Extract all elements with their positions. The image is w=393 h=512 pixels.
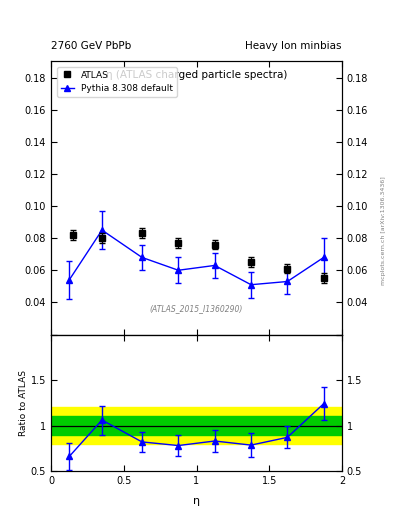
Y-axis label: Ratio to ATLAS: Ratio to ATLAS — [19, 370, 28, 436]
Text: η (ATLAS charged particle spectra): η (ATLAS charged particle spectra) — [106, 70, 287, 80]
Text: mcplots.cern.ch [arXiv:1306.3436]: mcplots.cern.ch [arXiv:1306.3436] — [381, 176, 386, 285]
Bar — [51, 408, 342, 444]
Bar — [51, 416, 342, 435]
Text: η: η — [193, 496, 200, 506]
Text: Heavy Ion minbias: Heavy Ion minbias — [245, 40, 342, 51]
Text: 2760 GeV PbPb: 2760 GeV PbPb — [51, 40, 131, 51]
Legend: ATLAS, Pythia 8.308 default: ATLAS, Pythia 8.308 default — [57, 67, 177, 97]
Text: (ATLAS_2015_I1360290): (ATLAS_2015_I1360290) — [150, 304, 243, 313]
